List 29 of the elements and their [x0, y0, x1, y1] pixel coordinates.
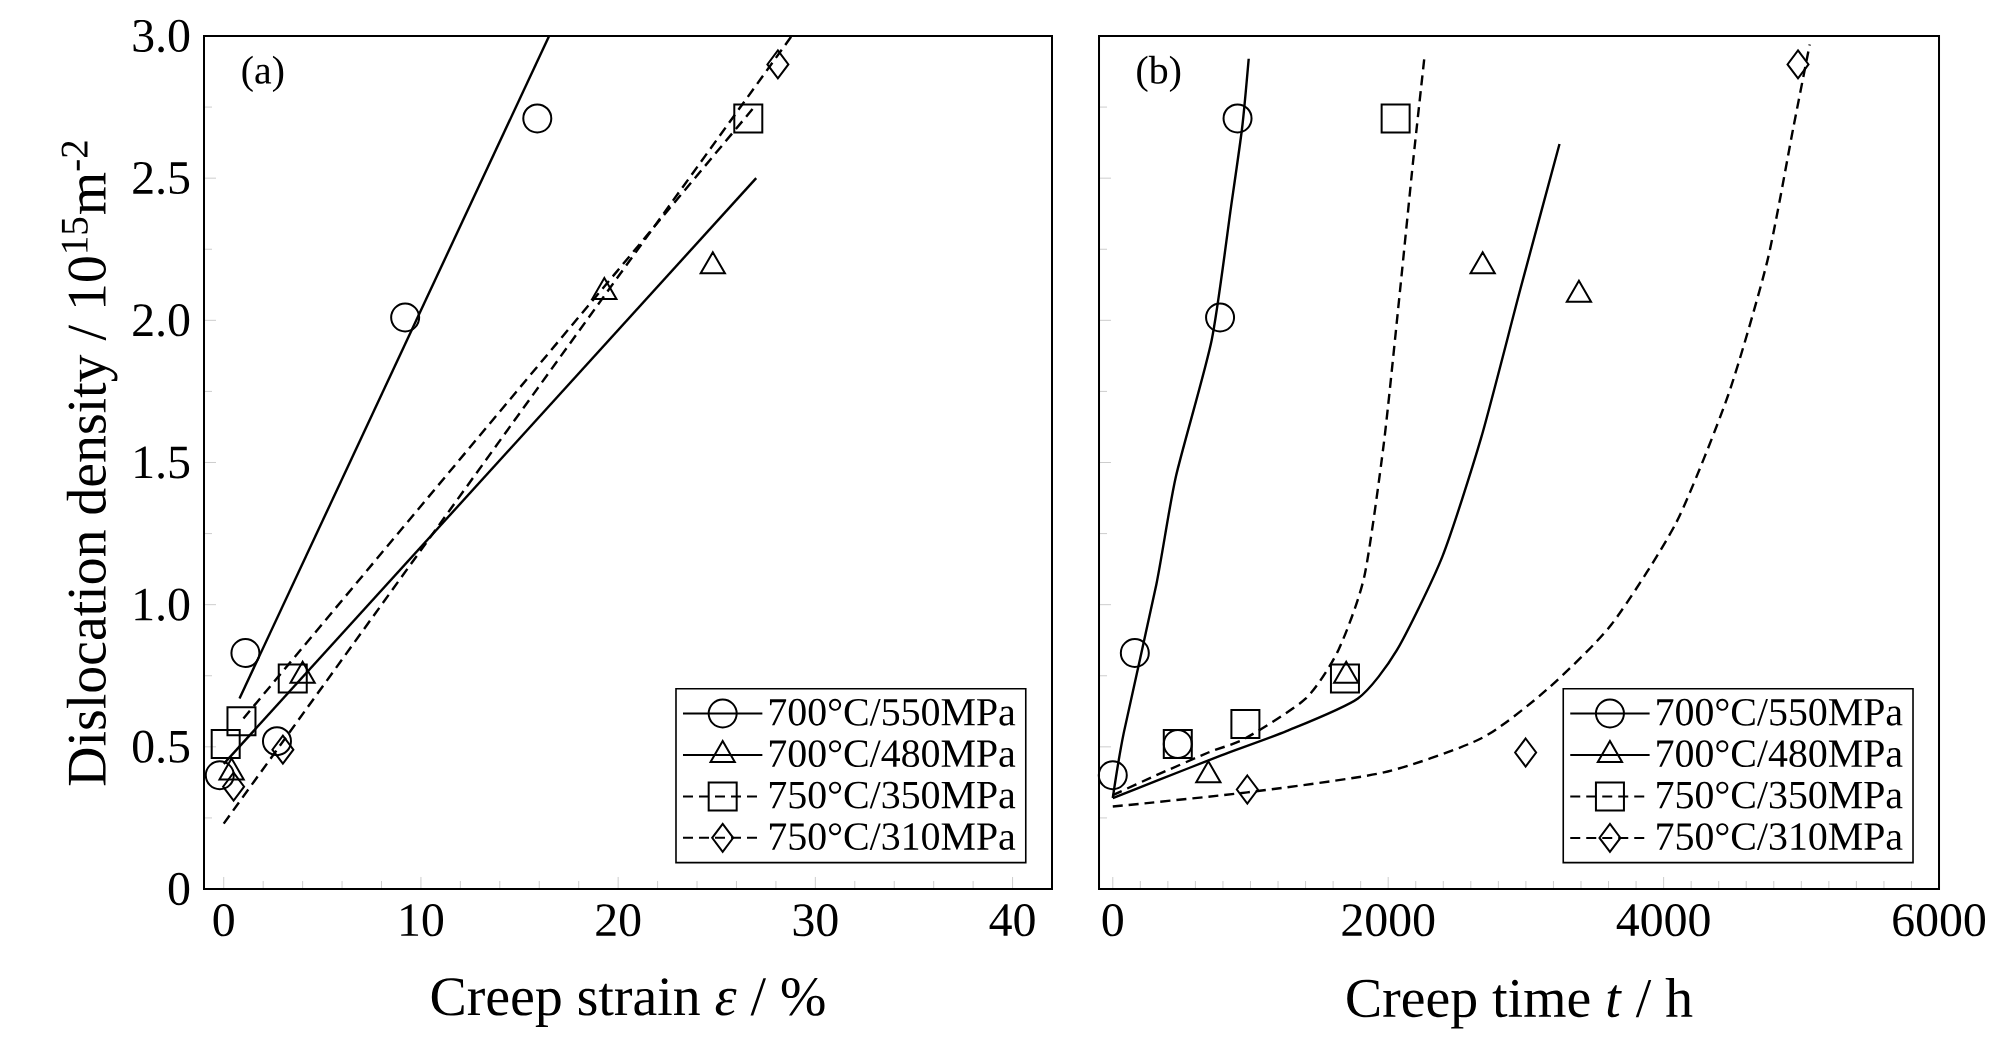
x-tick-label: 20 [596, 904, 641, 937]
legend-label: 700°C/480MPa [1657, 740, 1903, 768]
legend-label: 700°C/550MPa [1657, 698, 1903, 726]
x-tick-label: 10 [401, 904, 444, 937]
x-tick-label: 2000 [1342, 904, 1435, 937]
x-tick-label: 4000 [1616, 904, 1710, 937]
y-axis-title: Dislocation density / 10$^{15}$m$^{-2}$ [61, 141, 118, 786]
legend-label: 750°C/350MPa [769, 781, 1016, 809]
y-tick-label: 1.0 [135, 588, 190, 621]
x-tick-label: 0 [213, 904, 234, 937]
y-tick-label: 1.5 [135, 446, 190, 479]
x-tick-label: 40 [989, 904, 1035, 937]
annotation: (a) [242, 55, 284, 92]
x-tick-label: 30 [793, 904, 838, 937]
legend-label: 700°C/480MPa [769, 740, 1016, 768]
x-axis-title: Creep strain ε / % [431, 978, 825, 1027]
y-tick-label: 0.5 [133, 730, 190, 764]
legend-label: 750°C/350MPa [1657, 781, 1903, 809]
legend-label: 750°C/310MPa [769, 823, 1016, 851]
x-tick-label: 0 [1102, 904, 1123, 937]
y-tick-label: 2.0 [133, 304, 190, 337]
legend-label: 750°C/310MPa [1657, 823, 1903, 851]
x-tick-label: 6000 [1893, 904, 1986, 937]
legend-label: 700°C/550MPa [769, 698, 1016, 726]
x-axis-title: Creep time t / h [1347, 977, 1693, 1029]
y-tick-label: 2.5 [133, 162, 190, 195]
y-tick-label: 0 [168, 872, 190, 906]
y-tick-label: 3.0 [133, 19, 190, 53]
annotation: (b) [1137, 55, 1181, 92]
